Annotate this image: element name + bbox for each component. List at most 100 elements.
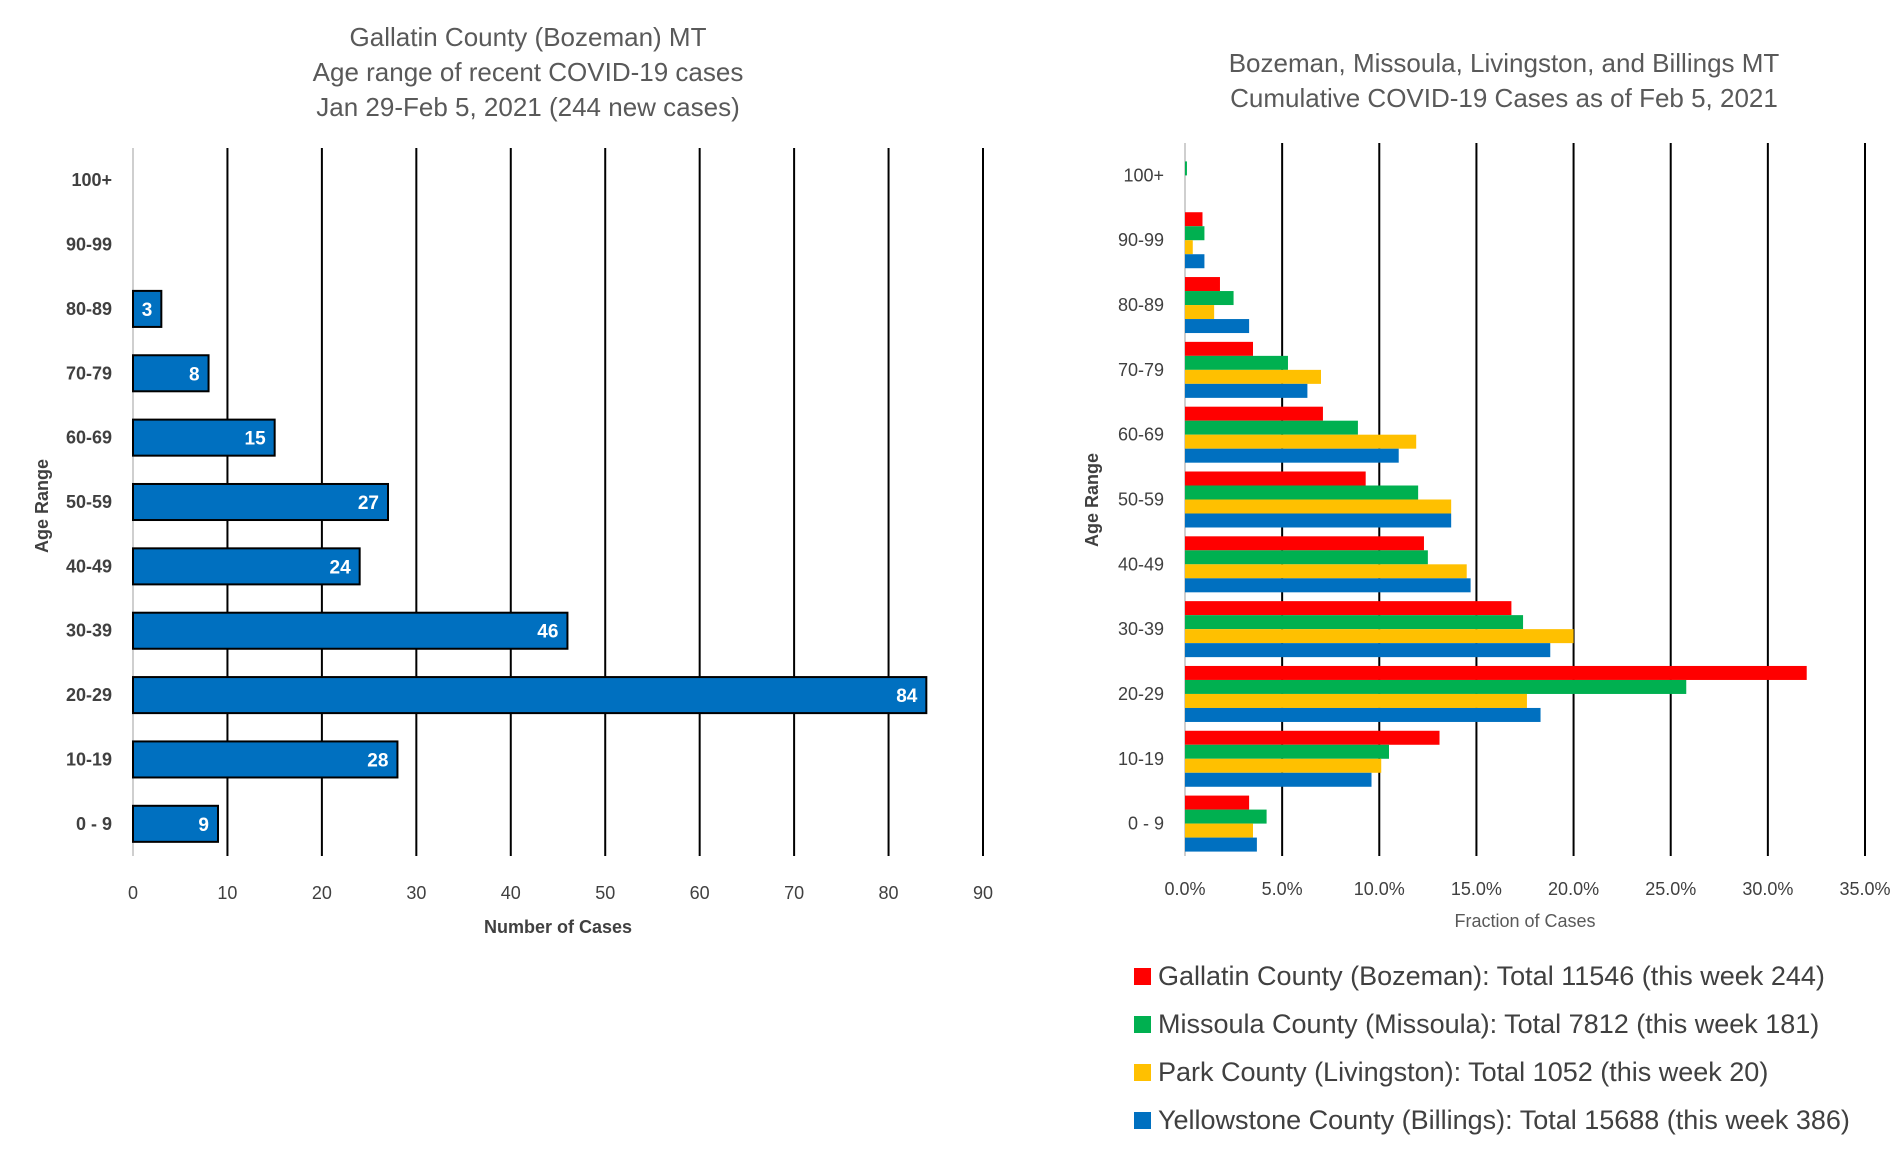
bar-70-79-series-1	[1185, 341, 1253, 356]
category-label-90-99: 90-99	[66, 235, 112, 255]
bar-10-19-series-1	[1185, 730, 1440, 745]
chart-title-line-1: Bozeman, Missoula, Livingston, and Billi…	[1229, 48, 1780, 78]
legend-swatch-3	[1134, 1064, 1151, 1081]
bar-50-59-series-4	[1185, 513, 1452, 528]
category-label-30-39: 30-39	[66, 621, 112, 641]
bar-30-39-series-4	[1185, 643, 1551, 658]
x-tick-label-5.0%: 5.0%	[1262, 879, 1303, 899]
x-tick-label-30.0%: 30.0%	[1742, 879, 1793, 899]
bar-10-19-series-3	[1185, 758, 1382, 773]
category-label-50-59: 50-59	[66, 492, 112, 512]
x-tick-label-20.0%: 20.0%	[1548, 879, 1599, 899]
y-axis-title: Age Range	[32, 459, 52, 553]
category-label-40-49: 40-49	[1118, 554, 1164, 574]
right-grouped-bar-chart: Bozeman, Missoula, Livingston, and Billi…	[1082, 48, 1891, 1135]
bar-30-39	[132, 611, 569, 650]
x-axis-title: Number of Cases	[484, 917, 632, 937]
category-label-0 - 9: 0 - 9	[76, 814, 112, 834]
bar-10-19-series-4	[1185, 772, 1372, 787]
legend-label-3: Park County (Livingston): Total 1052 (th…	[1158, 1057, 1768, 1087]
x-tick-label-30: 30	[406, 883, 426, 903]
bar-40-49-series-2	[1185, 550, 1428, 565]
left-bar-chart: Gallatin County (Bozeman) MT Age range of…	[32, 22, 993, 937]
x-tick-label-20: 20	[312, 883, 332, 903]
bar-0 - 9-series-1	[1185, 795, 1250, 810]
bar-40-49-series-1	[1185, 536, 1424, 551]
legend-label-2: Missoula County (Missoula): Total 7812 (…	[1158, 1009, 1819, 1039]
x-tick-label-80: 80	[879, 883, 899, 903]
bar-20-29	[132, 676, 928, 715]
x-tick-label-50: 50	[595, 883, 615, 903]
bar-20-29-series-1	[1185, 665, 1807, 680]
category-label-100+: 100+	[71, 170, 112, 190]
x-tick-label-40: 40	[501, 883, 521, 903]
bar-50-59	[132, 482, 389, 522]
chart-title-line-1: Gallatin County (Bozeman) MT	[350, 22, 707, 52]
bar-10-19	[132, 740, 399, 779]
category-label-60-69: 60-69	[66, 428, 112, 448]
data-label-70-79: 8	[189, 364, 200, 385]
bar-20-29-series-3	[1185, 693, 1527, 708]
category-label-10-19: 10-19	[1118, 749, 1164, 769]
chart-title-line-3: Jan 29-Feb 5, 2021 (244 new cases)	[316, 92, 739, 122]
bar-90-99-series-2	[1185, 226, 1205, 241]
x-tick-label-0: 0	[128, 883, 138, 903]
legend-label-1: Gallatin County (Bozeman): Total 11546 (…	[1158, 961, 1825, 991]
bar-60-69-series-4	[1185, 448, 1399, 463]
bar-50-59-series-2	[1185, 485, 1419, 500]
bar-60-69-series-3	[1185, 434, 1417, 449]
category-label-80-89: 80-89	[66, 299, 112, 319]
x-tick-label-10: 10	[217, 883, 237, 903]
bar-0 - 9	[132, 804, 219, 843]
bar-90-99-series-1	[1185, 212, 1203, 227]
data-label-40-49: 24	[330, 557, 352, 578]
legend-label-4: Yellowstone County (Billings): Total 156…	[1158, 1105, 1850, 1135]
x-tick-label-90: 90	[973, 883, 993, 903]
bar-20-29-series-4	[1185, 707, 1541, 722]
x-tick-label-60: 60	[690, 883, 710, 903]
bar-0 - 9-series-3	[1185, 823, 1253, 838]
category-label-90-99: 90-99	[1118, 230, 1164, 250]
x-tick-label-35.0%: 35.0%	[1839, 879, 1890, 899]
data-label-10-19: 28	[367, 750, 388, 771]
bar-40-49-series-4	[1185, 578, 1471, 593]
bar-80-89-series-4	[1185, 319, 1250, 334]
bar-70-79	[132, 354, 210, 393]
category-label-40-49: 40-49	[66, 556, 112, 576]
category-label-30-39: 30-39	[1118, 619, 1164, 639]
x-tick-label-25.0%: 25.0%	[1645, 879, 1696, 899]
x-axis-title: Fraction of Cases	[1454, 911, 1595, 931]
bar-70-79-series-3	[1185, 369, 1321, 384]
bar-60-69-series-2	[1185, 420, 1358, 435]
bar-70-79-series-4	[1185, 383, 1308, 398]
data-label-80-89: 3	[142, 300, 153, 321]
legend-swatch-1	[1134, 968, 1151, 985]
category-label-20-29: 20-29	[1118, 684, 1164, 704]
bar-70-79-series-2	[1185, 355, 1288, 370]
category-label-0 - 9: 0 - 9	[1128, 814, 1164, 834]
x-tick-label-0.0%: 0.0%	[1164, 879, 1205, 899]
x-tick-label-10.0%: 10.0%	[1354, 879, 1405, 899]
bar-50-59-series-1	[1185, 471, 1366, 486]
bar-90-99-series-3	[1185, 240, 1193, 255]
bar-0 - 9-series-4	[1185, 837, 1257, 852]
bar-50-59-series-3	[1185, 499, 1452, 514]
bar-30-39-series-3	[1185, 629, 1574, 644]
bar-0 - 9-series-2	[1185, 809, 1267, 824]
data-label-30-39: 46	[537, 622, 558, 643]
legend-swatch-2	[1134, 1016, 1151, 1033]
bar-60-69	[132, 418, 276, 457]
bar-30-39-series-1	[1185, 601, 1512, 616]
category-label-70-79: 70-79	[66, 363, 112, 383]
chart-title-line-2: Cumulative COVID-19 Cases as of Feb 5, 2…	[1230, 83, 1778, 113]
bar-20-29-series-2	[1185, 679, 1687, 694]
bar-80-89-series-1	[1185, 277, 1220, 292]
data-label-50-59: 27	[358, 493, 379, 514]
y-axis-title: Age Range	[1082, 453, 1102, 547]
bar-90-99-series-4	[1185, 254, 1205, 269]
x-tick-label-70: 70	[784, 883, 804, 903]
bar-30-39-series-2	[1185, 615, 1524, 630]
category-label-10-19: 10-19	[66, 749, 112, 769]
data-label-20-29: 84	[896, 686, 918, 707]
